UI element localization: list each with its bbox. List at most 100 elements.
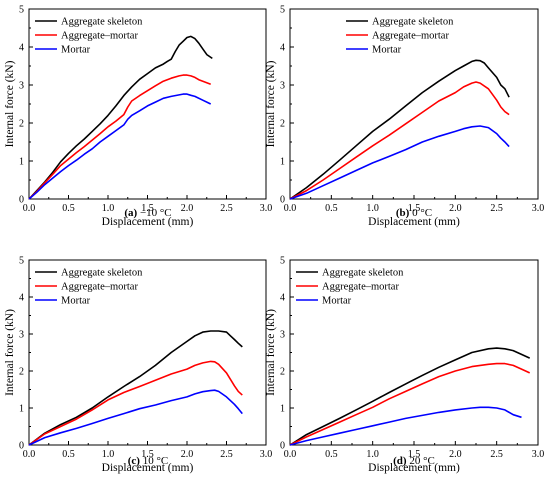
- y-tick-label: 3: [280, 81, 285, 92]
- legend-label: Aggregate–mortar: [372, 31, 449, 42]
- y-tick-label: 3: [19, 81, 24, 92]
- x-tick-label: 1.0: [366, 449, 379, 460]
- x-tick-label: 1.5: [141, 449, 154, 460]
- y-tick-label: 1: [19, 157, 24, 168]
- series-line-1: [289, 59, 510, 200]
- legend-label: Aggregate–mortar: [322, 282, 399, 293]
- chart-panel-2: 0.0 0.5 1.0 1.5 2.0 2.5 3.0 0 1 2 3 4 5 Displacement …: [265, 5, 544, 229]
- y-tick-label: 2: [280, 119, 285, 130]
- x-axis-title: Displacement (mm): [368, 216, 460, 228]
- series-line-2: [289, 81, 510, 200]
- chart-panel-4: 0.0 0.5 1.0 1.5 2.0 2.5 3.0 0 1 2 3 4 5 Displacement …: [265, 256, 544, 475]
- x-tick-label: 1.5: [408, 203, 421, 214]
- x-tick-label: 2.0: [449, 449, 462, 460]
- panel-caption: (b) 0 °C: [396, 207, 432, 219]
- legend-label: Mortar: [61, 296, 91, 307]
- panel-caption: (d) 20 °C: [393, 455, 435, 467]
- y-tick-label: 0: [280, 441, 285, 452]
- x-tick-label: 3.0: [532, 203, 545, 214]
- x-tick-label: 0.5: [325, 203, 338, 214]
- panel-caption: (a) −10 °C: [124, 207, 171, 219]
- y-tick-label: 1: [19, 404, 24, 415]
- y-tick-label: 3: [19, 330, 24, 341]
- x-tick-label: 1.5: [141, 203, 154, 214]
- y-tick-label: 3: [280, 330, 285, 341]
- caption-label: (b): [396, 207, 410, 219]
- y-axis-title: Internal force (kN): [4, 309, 16, 396]
- y-tick-label: 5: [19, 5, 24, 16]
- x-axis-title: Displacement (mm): [102, 462, 194, 474]
- y-tick-label: 0: [19, 195, 24, 206]
- x-tick-label: 0.0: [284, 449, 297, 460]
- y-axis-title: Internal force (kN): [4, 60, 16, 147]
- x-tick-label: 2.5: [490, 449, 503, 460]
- x-tick-label: 0.5: [325, 449, 338, 460]
- y-tick-label: 5: [280, 256, 285, 267]
- caption-text: −10 °C: [140, 207, 172, 219]
- y-tick-label: 0: [19, 441, 24, 452]
- legend-label: Mortar: [61, 45, 91, 56]
- y-tick-label: 5: [19, 256, 24, 267]
- series-line-3: [28, 93, 212, 200]
- y-tick-label: 4: [19, 293, 24, 304]
- x-tick-label: 1.5: [408, 449, 421, 460]
- series-line-2: [28, 74, 211, 200]
- caption-label: (c): [128, 455, 141, 467]
- caption-text: 0 °C: [412, 207, 432, 219]
- legend-label: Aggregate skeleton: [61, 268, 143, 279]
- x-tick-label: 2.5: [220, 449, 233, 460]
- x-tick-label: 2.0: [181, 449, 194, 460]
- y-tick-label: 2: [19, 119, 24, 130]
- series-line-1: [289, 347, 531, 446]
- legend-label: Mortar: [322, 296, 352, 307]
- x-tick-label: 0.0: [284, 203, 297, 214]
- caption-label: (a): [124, 207, 137, 219]
- y-tick-label: 4: [280, 293, 285, 304]
- legend-label: Aggregate–mortar: [61, 31, 138, 42]
- y-tick-label: 4: [280, 43, 285, 54]
- x-tick-label: 0.0: [23, 203, 36, 214]
- caption-label: (d): [393, 455, 407, 467]
- legend-label: Aggregate skeleton: [372, 17, 454, 28]
- x-tick-label: 0.5: [62, 203, 75, 214]
- y-tick-label: 1: [280, 157, 285, 168]
- legend-label: Aggregate skeleton: [61, 17, 143, 28]
- x-axis-title: Displacement (mm): [102, 216, 194, 228]
- series-line-2: [28, 360, 243, 446]
- y-axis-title: Internal force (kN): [265, 60, 277, 147]
- x-tick-label: 0.5: [62, 449, 75, 460]
- y-axis-title: Internal force (kN): [265, 309, 277, 396]
- y-tick-label: 5: [280, 5, 285, 16]
- y-tick-label: 4: [19, 43, 24, 54]
- chart-panel-3: 0.0 0.5 1.0 1.5 2.0 2.5 3.0 0 1 2 3 4 5 Displacement …: [4, 256, 272, 475]
- x-axis-title: Displacement (mm): [368, 462, 460, 474]
- y-tick-label: 1: [280, 404, 285, 415]
- panel-caption: (c) 10 °C: [128, 455, 168, 467]
- x-tick-label: 2.0: [449, 203, 462, 214]
- x-tick-label: 2.5: [220, 203, 233, 214]
- x-tick-label: 3.0: [532, 449, 545, 460]
- series-line-1: [28, 35, 213, 200]
- legend-label: Mortar: [372, 45, 402, 56]
- series-line-3: [28, 389, 243, 446]
- series-line-1: [28, 330, 243, 446]
- x-tick-label: 1.0: [102, 203, 115, 214]
- y-tick-label: 0: [280, 195, 285, 206]
- y-tick-label: 2: [19, 367, 24, 378]
- legend-label: Aggregate–mortar: [61, 282, 138, 293]
- x-tick-label: 3.0: [260, 203, 273, 214]
- x-tick-label: 2.5: [490, 203, 503, 214]
- chart-panel-1: 0.0 0.5 1.0 1.5 2.0 2.5 3.0 0 1 2 3 4 5 Displacement …: [4, 5, 272, 229]
- legend-label: Aggregate skeleton: [322, 268, 404, 279]
- series-line-2: [289, 362, 531, 446]
- x-tick-label: 0.0: [23, 449, 36, 460]
- x-tick-label: 1.0: [366, 203, 379, 214]
- caption-text: 20 °C: [409, 455, 435, 467]
- series-line-3: [289, 406, 522, 446]
- x-tick-label: 1.0: [102, 449, 115, 460]
- series-line-3: [289, 125, 510, 200]
- y-tick-label: 2: [280, 367, 285, 378]
- x-tick-label: 2.0: [181, 203, 194, 214]
- x-tick-label: 3.0: [260, 449, 273, 460]
